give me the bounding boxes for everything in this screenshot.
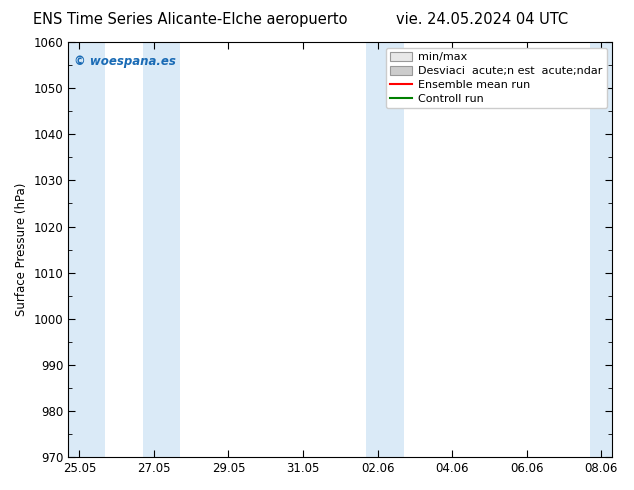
- Bar: [68, 42, 105, 457]
- Text: © woespana.es: © woespana.es: [74, 54, 176, 68]
- Bar: [590, 42, 612, 457]
- Text: ENS Time Series Alicante-Elche aeropuerto: ENS Time Series Alicante-Elche aeropuert…: [33, 12, 347, 27]
- Text: vie. 24.05.2024 04 UTC: vie. 24.05.2024 04 UTC: [396, 12, 568, 27]
- Legend: min/max, Desviaci  acute;n est  acute;ndar, Ensemble mean run, Controll run: min/max, Desviaci acute;n est acute;ndar…: [386, 48, 607, 108]
- Bar: [366, 42, 404, 457]
- Y-axis label: Surface Pressure (hPa): Surface Pressure (hPa): [15, 183, 28, 316]
- Bar: [143, 42, 180, 457]
